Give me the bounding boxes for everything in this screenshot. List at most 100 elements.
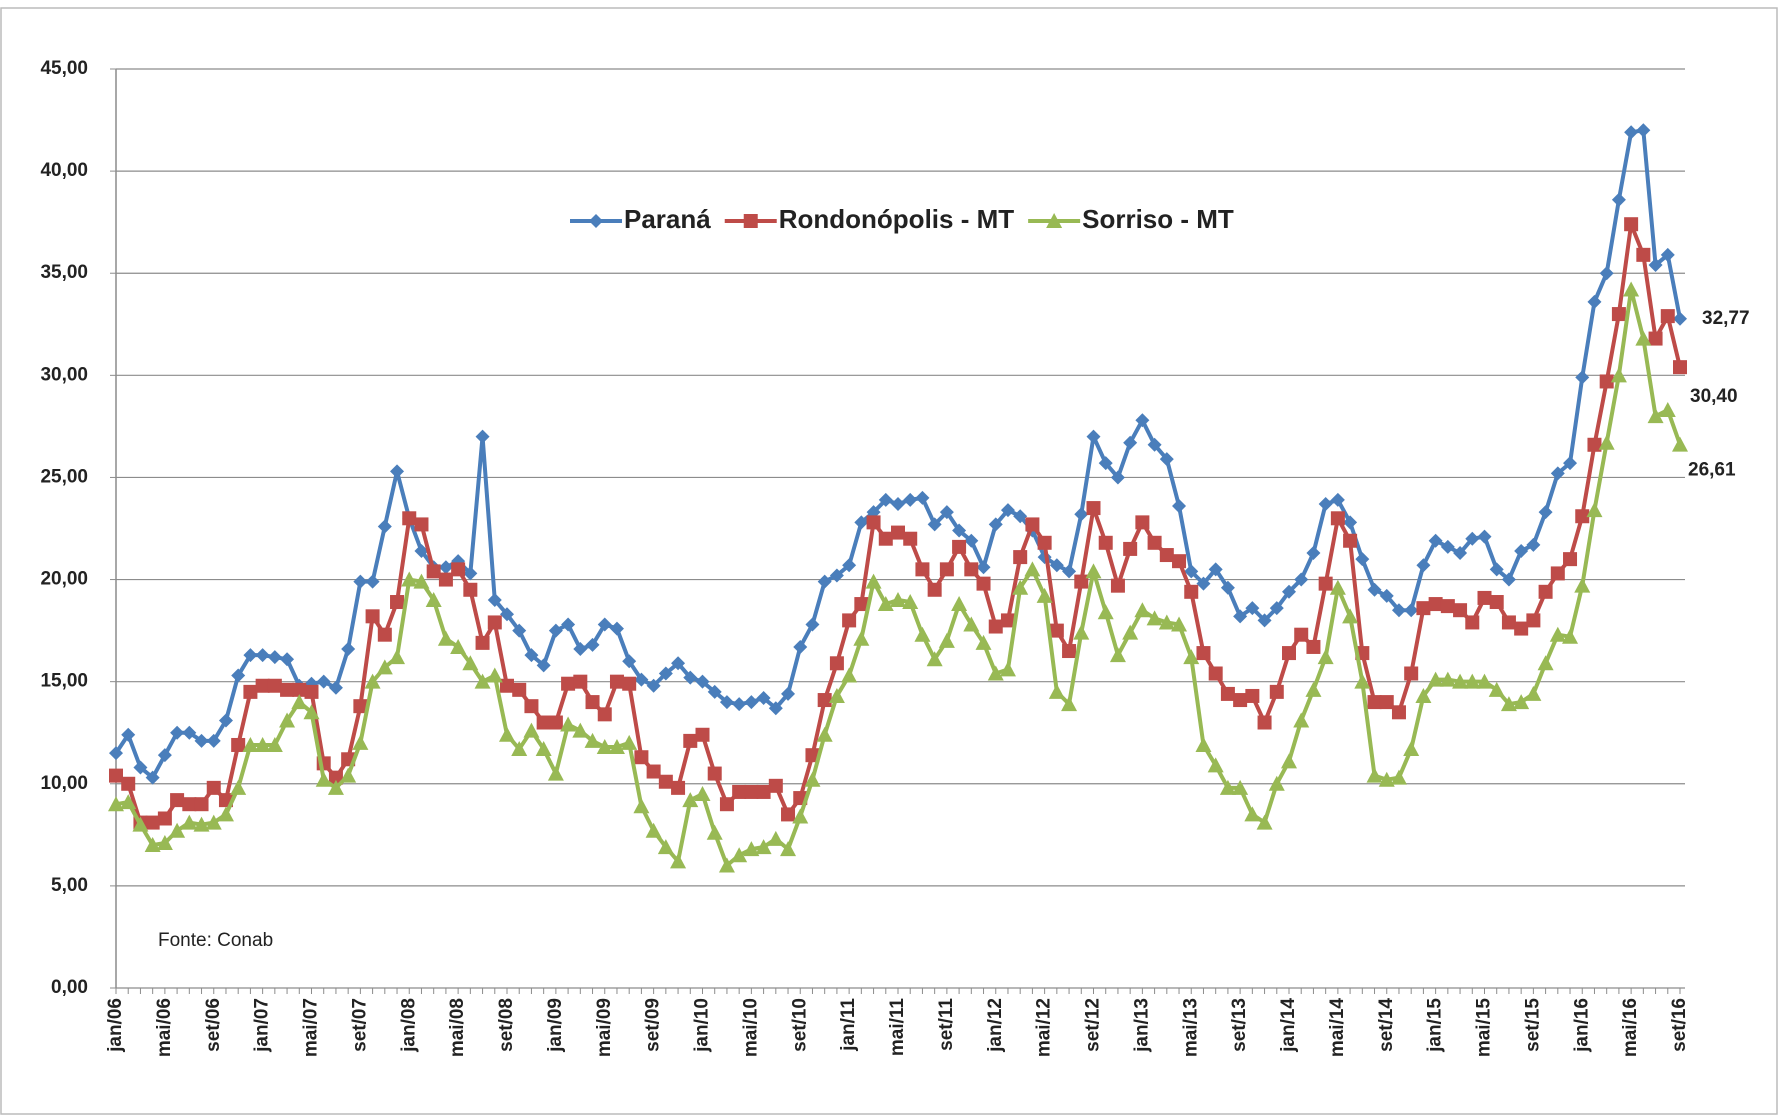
- marker: [1147, 535, 1162, 550]
- marker: [573, 641, 588, 656]
- marker: [1427, 671, 1444, 687]
- marker: [706, 824, 723, 840]
- marker: [425, 591, 442, 607]
- marker: [316, 674, 331, 689]
- marker: [1403, 741, 1420, 757]
- marker: [169, 822, 186, 838]
- marker: [352, 734, 369, 750]
- marker: [596, 739, 613, 755]
- marker: [1660, 247, 1675, 262]
- marker: [231, 668, 246, 683]
- marker: [1158, 614, 1175, 630]
- marker: [170, 725, 185, 740]
- marker: [1404, 603, 1419, 618]
- marker: [157, 748, 172, 763]
- x-tick-label: mai/16: [1620, 998, 1641, 1057]
- marker: [1220, 580, 1235, 595]
- marker: [671, 656, 686, 671]
- marker: [1378, 771, 1395, 787]
- marker: [1219, 779, 1236, 795]
- marker: [1367, 582, 1382, 597]
- marker: [780, 841, 797, 857]
- marker: [1305, 681, 1322, 697]
- marker: [121, 776, 136, 791]
- x-tick-label: mai/09: [594, 998, 615, 1057]
- marker: [1550, 566, 1565, 581]
- marker: [1636, 123, 1651, 138]
- marker: [1660, 309, 1675, 324]
- marker: [365, 609, 380, 624]
- x-tick-label: mai/08: [447, 998, 468, 1057]
- marker: [1122, 624, 1139, 640]
- marker: [524, 648, 539, 663]
- marker: [829, 568, 844, 583]
- marker: [1281, 753, 1297, 769]
- x-tick-label: set/08: [496, 998, 517, 1052]
- marker: [903, 492, 918, 507]
- marker: [157, 811, 172, 826]
- marker: [243, 648, 258, 663]
- marker: [1563, 456, 1578, 471]
- x-tick-label: jan/14: [1278, 998, 1299, 1053]
- marker: [524, 699, 539, 714]
- marker: [109, 768, 123, 783]
- data-label: 30,40: [1690, 386, 1738, 407]
- marker: [584, 732, 601, 748]
- marker: [1013, 509, 1028, 524]
- marker: [1245, 601, 1260, 616]
- marker: [279, 712, 296, 728]
- marker: [1256, 814, 1273, 830]
- marker: [1294, 627, 1309, 642]
- marker: [255, 678, 270, 693]
- marker: [292, 682, 307, 697]
- marker: [999, 661, 1016, 677]
- x-tick-label: set/16: [1669, 998, 1690, 1052]
- marker: [1074, 507, 1089, 522]
- marker: [462, 655, 479, 671]
- marker: [792, 808, 809, 824]
- marker: [1245, 688, 1260, 703]
- marker: [1097, 604, 1114, 620]
- marker: [1342, 608, 1359, 624]
- marker: [486, 667, 503, 683]
- marker: [1587, 437, 1602, 452]
- marker: [939, 505, 954, 520]
- marker: [1233, 609, 1248, 624]
- marker: [1648, 258, 1663, 273]
- marker: [743, 841, 760, 857]
- marker: [1624, 125, 1639, 140]
- y-tick-label: 0,00: [51, 977, 88, 998]
- marker: [1476, 673, 1493, 689]
- marker: [707, 766, 722, 781]
- marker: [401, 571, 418, 587]
- marker: [512, 623, 527, 638]
- marker: [500, 607, 514, 622]
- legend-label: Sorriso - MT: [1082, 204, 1234, 234]
- marker: [1672, 436, 1688, 452]
- marker: [1208, 562, 1223, 577]
- marker: [609, 621, 624, 636]
- marker: [817, 574, 832, 589]
- marker: [1269, 601, 1284, 616]
- marker: [1233, 693, 1248, 708]
- marker: [1306, 639, 1321, 654]
- marker: [267, 678, 282, 693]
- marker: [1317, 649, 1334, 665]
- marker: [231, 737, 246, 752]
- marker: [853, 630, 870, 646]
- marker: [1673, 360, 1687, 375]
- marker: [756, 691, 771, 706]
- marker: [547, 765, 564, 781]
- marker: [1318, 576, 1333, 591]
- marker: [523, 722, 540, 738]
- marker: [573, 674, 588, 689]
- marker: [927, 517, 942, 532]
- marker: [1330, 511, 1345, 526]
- marker: [1367, 695, 1382, 710]
- marker: [1085, 563, 1102, 579]
- marker: [1135, 413, 1150, 428]
- marker: [243, 684, 258, 699]
- marker: [743, 214, 758, 228]
- marker: [1184, 564, 1199, 579]
- marker: [1013, 550, 1028, 565]
